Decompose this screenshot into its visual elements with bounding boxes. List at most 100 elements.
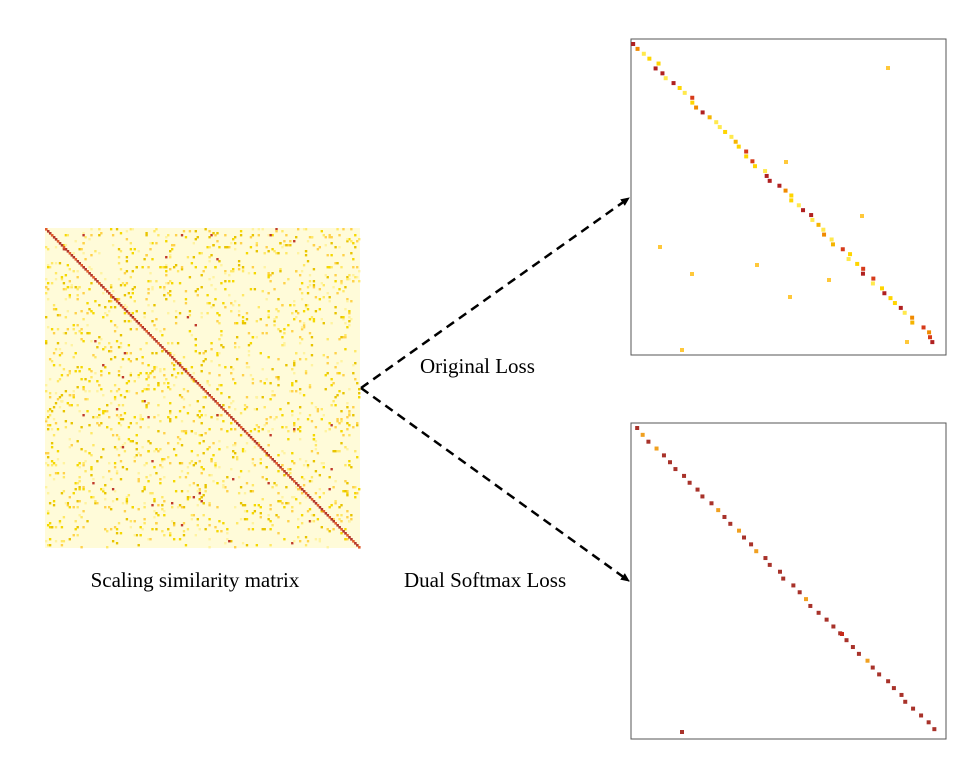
matrix-cell (165, 266, 168, 269)
matrix-cell (182, 406, 186, 409)
matrix-cell (295, 352, 298, 355)
matrix-cell (98, 414, 101, 417)
matrix-cell (151, 310, 154, 313)
matrix-cell (259, 318, 262, 321)
matrix-cell (232, 238, 235, 241)
matrix-cell (300, 514, 304, 517)
matrix-cell (54, 308, 58, 311)
matrix-cell (287, 402, 290, 405)
matrix-cell (163, 286, 166, 289)
matrix-cell (198, 490, 201, 493)
matrix-cell (127, 380, 131, 383)
matrix-cell (125, 390, 129, 393)
matrix-cell (208, 502, 211, 505)
matrix-cell (56, 428, 60, 431)
matrix-cell (46, 544, 50, 547)
matrix-cell (52, 406, 56, 409)
matrix-cell (312, 460, 316, 463)
diagonal-cell (56, 240, 60, 243)
matrix-cell (46, 492, 50, 495)
matrix-cell (222, 420, 225, 423)
matrix-cell (298, 430, 302, 433)
matrix-cell (127, 320, 131, 323)
matrix-cell (348, 424, 351, 427)
matrix-cell (46, 410, 50, 413)
matrix-cell (165, 298, 168, 301)
matrix-cell (230, 366, 233, 369)
matrix-cell (94, 250, 97, 253)
matrix-cell (204, 490, 207, 493)
matrix-cell (230, 372, 233, 375)
matrix-cell (300, 282, 304, 285)
matrix-cell (342, 336, 345, 339)
matrix-cell (196, 504, 199, 507)
matrix-cell (70, 286, 73, 289)
matrix-cell (66, 286, 70, 289)
matrix-cell (348, 410, 351, 413)
matrix-cell (155, 242, 158, 245)
matrix-cell (304, 460, 308, 463)
matrix-cell (167, 350, 170, 353)
matrix-cell (304, 304, 308, 307)
diagonal-cell (60, 244, 64, 247)
matrix-cell (714, 120, 719, 125)
diagonal-cell (255, 442, 259, 445)
matrix-cell (204, 358, 207, 361)
matrix-cell (135, 434, 138, 437)
matrix-cell (78, 466, 81, 469)
matrix-cell (235, 358, 239, 361)
matrix-cell (62, 472, 66, 475)
matrix-cell (180, 470, 184, 473)
matrix-cell (354, 486, 357, 489)
matrix-cell (137, 478, 140, 481)
matrix-cell (340, 442, 343, 445)
matrix-cell (336, 394, 339, 397)
diagonal-cell (310, 498, 314, 501)
matrix-cell (809, 213, 814, 218)
matrix-cell (123, 320, 127, 323)
matrix-cell (72, 492, 75, 495)
matrix-cell (66, 328, 70, 331)
matrix-cell (230, 302, 233, 305)
diagonal-cell (226, 412, 229, 415)
matrix-cell (117, 388, 121, 391)
matrix-cell (658, 245, 662, 249)
matrix-cell (298, 320, 302, 323)
matrix-cell (133, 520, 136, 523)
matrix-cell (304, 544, 308, 547)
matrix-cell (295, 390, 298, 393)
matrix-cell (98, 252, 101, 255)
matrix-cell (269, 416, 272, 419)
matrix-cell (312, 280, 316, 283)
diagonal-cell (334, 522, 337, 525)
diagonal-cell (62, 246, 66, 249)
matrix-cell (108, 342, 111, 345)
matrix-cell (200, 434, 203, 437)
matrix-cell (234, 428, 237, 431)
matrix-cell (50, 360, 54, 363)
matrix-cell (147, 304, 150, 307)
matrix-cell (76, 506, 79, 509)
matrix-cell (338, 390, 341, 393)
matrix-cell (165, 240, 168, 243)
matrix-cell (178, 312, 182, 315)
matrix-cell (312, 244, 316, 247)
matrix-cell (647, 56, 652, 61)
matrix-cell (208, 518, 211, 521)
matrix-cell (186, 316, 190, 319)
matrix-cell (267, 274, 270, 277)
matrix-cell (60, 352, 64, 355)
matrix-cell (88, 380, 91, 383)
matrix-cell (886, 679, 891, 684)
matrix-cell (129, 526, 133, 529)
matrix-cell (218, 246, 221, 249)
matrix-cell (82, 386, 85, 389)
diagonal-cell (324, 512, 328, 515)
matrix-cell (261, 476, 264, 479)
matrix-cell (123, 412, 127, 415)
matrix-cell (271, 368, 274, 371)
matrix-cell (141, 446, 144, 449)
matrix-cell (174, 310, 178, 313)
matrix-cell (182, 388, 186, 391)
matrix-cell (131, 252, 134, 255)
